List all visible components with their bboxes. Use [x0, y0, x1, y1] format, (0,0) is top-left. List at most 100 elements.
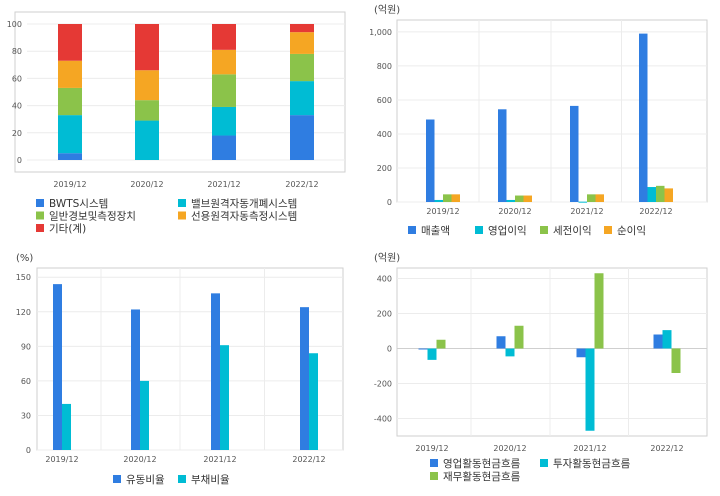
x-tick-label: 2019/12	[53, 180, 86, 189]
bar-segment	[212, 106, 236, 136]
legend-swatch	[430, 459, 438, 467]
legend-swatch	[178, 211, 186, 220]
x-tick-label: 2021/12	[207, 180, 240, 189]
bar	[662, 330, 672, 349]
y-tick-label: 120	[16, 308, 31, 317]
x-tick-label: 2019/12	[415, 444, 448, 453]
legend-label: 재무활동현금흐름	[443, 470, 521, 483]
y-tick-label: 20	[12, 129, 22, 138]
bar-segment	[58, 24, 82, 61]
legend-label: 선용원격자동측정시스템	[191, 210, 297, 223]
bar	[578, 201, 587, 203]
y-tick-label: 400	[377, 275, 392, 284]
legend-label: 투자활동현금흐름	[553, 457, 631, 470]
y-tick-label: 60	[21, 377, 31, 386]
legend-label: 세전이익	[553, 225, 592, 237]
legend-swatch	[540, 226, 548, 234]
bar	[451, 194, 460, 202]
legend-label: 매출액	[421, 225, 450, 237]
legend-swatch	[475, 226, 483, 234]
bar	[62, 403, 71, 450]
y-tick-label: 1,000	[369, 28, 392, 37]
ratio-legend: 유동비율 부채비율	[113, 474, 230, 486]
x-tick-label: 2020/12	[498, 207, 531, 216]
bar	[220, 345, 229, 450]
y-tick-label: -400	[374, 415, 392, 424]
bar	[576, 348, 586, 358]
y-tick-label: 800	[377, 62, 392, 71]
legend-swatch	[36, 199, 44, 207]
y-tick-label: 40	[12, 102, 22, 111]
bar	[515, 195, 524, 202]
y-tick-label: 30	[21, 411, 31, 420]
y-tick-label: 0	[387, 345, 392, 354]
y-tick-label: 150	[16, 273, 31, 282]
legend-swatch	[178, 199, 186, 207]
bar	[53, 284, 62, 450]
bar-segment	[58, 153, 82, 160]
ratio-frame	[36, 267, 344, 451]
bar-segment	[290, 115, 314, 160]
y-tick-label: 200	[377, 310, 392, 319]
ratio-chart: (%) 0 30 60 90 120 150 2019/12 2020/12 2021/12 2…	[16, 253, 344, 486]
income-legend: 매출액 영업이익 세전이익 순이익	[408, 224, 646, 237]
bar	[140, 380, 149, 450]
legend-swatch	[113, 475, 121, 483]
legend-swatch	[178, 475, 186, 483]
y-tick-label: 0	[26, 446, 31, 455]
legend-label: 영업이익	[488, 224, 527, 237]
legend-label: BWTS시스템	[49, 198, 108, 210]
bar	[427, 348, 437, 360]
bar	[594, 273, 604, 349]
legend-label: 기타(계)	[49, 223, 86, 235]
bar	[418, 348, 428, 350]
legend-swatch	[408, 226, 416, 234]
y-tick-label: 400	[377, 130, 392, 139]
bar	[671, 348, 681, 373]
bar	[300, 307, 309, 450]
x-tick-label: 2021/12	[203, 455, 236, 464]
bar	[211, 293, 220, 450]
legend-label: 순이익	[617, 225, 646, 237]
bar-segment	[135, 24, 159, 71]
income-unit-label: (억원)	[374, 4, 400, 16]
x-tick-label: 2020/12	[123, 455, 156, 464]
legend-label: 밸브원격자동개폐시스템	[191, 197, 297, 210]
bar	[496, 336, 506, 349]
legend-swatch	[430, 472, 438, 480]
legend-label: 유동비율	[126, 474, 165, 486]
bar-segment	[290, 81, 314, 116]
bar	[505, 348, 515, 357]
bar-segment	[212, 49, 236, 75]
x-tick-label: 2022/12	[292, 455, 325, 464]
x-tick-label: 2020/12	[130, 180, 163, 189]
bar	[443, 194, 452, 202]
bar	[595, 194, 604, 202]
bar	[639, 33, 648, 202]
cashflow-unit-label: (억원)	[374, 252, 400, 264]
y-tick-label: 0	[387, 198, 392, 207]
bar	[585, 348, 595, 431]
x-tick-label: 2022/12	[650, 444, 683, 453]
legend-swatch	[36, 224, 44, 232]
bar-segment	[290, 24, 314, 33]
bar-segment	[135, 70, 159, 101]
bar-segment	[135, 100, 159, 121]
bar	[131, 309, 140, 450]
ratio-unit-label: (%)	[16, 253, 33, 264]
bar-segment	[290, 32, 314, 54]
legend-label: 영업활동현금흐름	[443, 457, 521, 470]
bar	[570, 105, 579, 202]
bar-segment	[212, 24, 236, 50]
legend-label: 부채비율	[191, 474, 230, 486]
bar	[647, 187, 656, 202]
legend-swatch	[604, 226, 612, 234]
income-chart: (억원) 0 200 400 600 800 1,000 2019/12 2020/12 20…	[369, 4, 708, 237]
cashflow-frame	[396, 267, 708, 437]
bar	[514, 325, 524, 349]
x-tick-label: 2020/12	[493, 444, 526, 453]
bar-segment	[212, 74, 236, 107]
y-tick-label: -200	[374, 380, 392, 389]
